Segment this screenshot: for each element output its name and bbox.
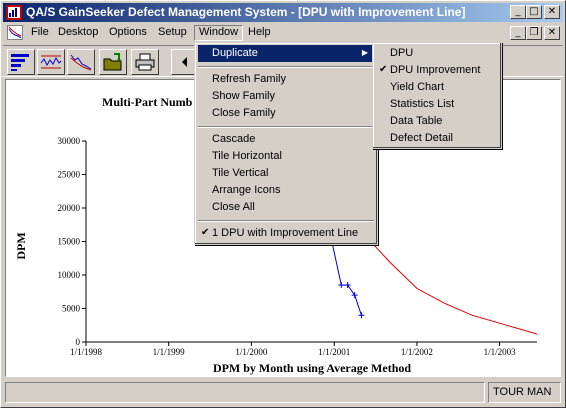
y-tick-label: 5000 bbox=[62, 304, 81, 314]
menu-item-label: Duplicate bbox=[212, 47, 258, 59]
menu-separator bbox=[198, 126, 374, 128]
menu-item-tile-vertical[interactable]: Tile Vertical bbox=[212, 167, 269, 179]
bar-chart-button[interactable] bbox=[7, 49, 35, 75]
submenu-item-defect-detail[interactable]: Defect Detail bbox=[390, 132, 453, 144]
menu-item-label: DPU Improvement bbox=[390, 64, 481, 76]
close-button[interactable]: ✕ bbox=[544, 5, 560, 19]
bar-chart-icon bbox=[11, 54, 29, 71]
data-point bbox=[351, 292, 358, 299]
print-button[interactable] bbox=[131, 49, 159, 75]
child-restore-button[interactable]: ❐ bbox=[526, 26, 542, 40]
checkmark-icon: ✔ bbox=[201, 227, 210, 238]
control-chart-button[interactable] bbox=[37, 49, 65, 75]
menu-desktop[interactable]: Desktop bbox=[58, 26, 99, 38]
x-tick-label: 1/1/2003 bbox=[484, 347, 517, 357]
menu-item-refresh-family[interactable]: Refresh Family bbox=[212, 73, 286, 85]
window-menu-dropdown: Duplicate ▶ Refresh Family Show Family C… bbox=[194, 42, 378, 245]
checkmark-icon: ✔ bbox=[379, 64, 388, 75]
menu-item-duplicate[interactable]: Duplicate ▶ bbox=[198, 45, 374, 62]
trend-chart-button[interactable] bbox=[67, 49, 95, 75]
trend-chart-icon bbox=[70, 54, 92, 71]
duplicate-submenu: DPU ✔ DPU Improvement Yield Chart Statis… bbox=[372, 42, 502, 149]
maximize-button[interactable]: □ bbox=[526, 5, 542, 19]
y-tick-label: 20000 bbox=[58, 203, 81, 213]
menu-separator bbox=[198, 66, 374, 68]
x-tick-label: 1/1/1999 bbox=[153, 347, 186, 357]
submenu-item-data-table[interactable]: Data Table bbox=[390, 115, 443, 127]
app-icon bbox=[6, 5, 22, 20]
open-button[interactable] bbox=[99, 49, 127, 75]
status-message bbox=[5, 382, 485, 403]
chart-xlabel: DPM by Month using Average Method bbox=[213, 361, 411, 375]
menu-separator bbox=[198, 220, 374, 222]
child-close-button[interactable]: ✕ bbox=[544, 26, 560, 40]
menu-setup[interactable]: Setup bbox=[158, 26, 187, 38]
submenu-item-yield-chart[interactable]: Yield Chart bbox=[390, 81, 445, 93]
menu-item-tile-horizontal[interactable]: Tile Horizontal bbox=[212, 150, 282, 162]
menu-file[interactable]: File bbox=[31, 26, 49, 38]
y-tick-label: 15000 bbox=[58, 237, 81, 247]
submenu-item-statistics-list[interactable]: Statistics List bbox=[390, 98, 455, 110]
menu-item-show-family[interactable]: Show Family bbox=[212, 90, 275, 102]
chart-title: Multi-Part Numb bbox=[102, 95, 193, 109]
scroll-left-icon bbox=[182, 57, 187, 67]
menu-item-close-family[interactable]: Close Family bbox=[212, 107, 276, 119]
open-folder-icon bbox=[103, 53, 122, 71]
x-tick-label: 1/1/2002 bbox=[401, 347, 433, 357]
document-chart-icon[interactable] bbox=[7, 25, 23, 40]
menu-item-window-1[interactable]: ✔ 1 DPU with Improvement Line bbox=[198, 225, 374, 242]
menu-item-label: 1 DPU with Improvement Line bbox=[212, 227, 359, 239]
menu-bar: File Desktop Options Setup Window Help _… bbox=[3, 23, 563, 42]
dpm-chart: Multi-Part Numb DPM DPM by Month using A… bbox=[14, 95, 538, 375]
child-minimize-button[interactable]: _ bbox=[510, 26, 526, 40]
print-icon bbox=[135, 53, 155, 71]
y-tick-label: 0 bbox=[76, 337, 81, 347]
status-bar: TOUR MAN bbox=[3, 380, 563, 405]
data-point bbox=[358, 312, 365, 319]
control-chart-icon bbox=[40, 55, 62, 69]
submenu-arrow-icon: ▶ bbox=[361, 48, 368, 57]
submenu-item-dpu[interactable]: DPU bbox=[390, 47, 414, 59]
minimize-button[interactable]: _ bbox=[510, 5, 526, 19]
chart-axes: 30000 25000 20000 15000 10000 5000 01/1/1998 1/… bbox=[58, 136, 537, 357]
y-tick-label: 25000 bbox=[58, 170, 81, 180]
status-user: TOUR MAN bbox=[488, 382, 561, 403]
submenu-item-dpu-improvement[interactable]: ✔ DPU Improvement bbox=[376, 62, 498, 79]
data-point bbox=[338, 282, 345, 289]
data-point bbox=[344, 282, 351, 289]
x-tick-label: 1/1/1998 bbox=[70, 347, 103, 357]
menu-options[interactable]: Options bbox=[109, 26, 147, 38]
menu-item-close-all[interactable]: Close All bbox=[212, 201, 255, 213]
y-tick-label: 10000 bbox=[58, 270, 81, 280]
window-title: QA/S GainSeeker Defect Management System… bbox=[26, 5, 466, 19]
menu-help[interactable]: Help bbox=[248, 26, 271, 38]
chart-ylabel: DPM bbox=[14, 232, 28, 259]
x-tick-label: 1/1/2000 bbox=[235, 347, 268, 357]
series-line-1 bbox=[361, 231, 538, 335]
menu-window[interactable]: Window bbox=[194, 25, 244, 41]
title-bar[interactable]: QA/S GainSeeker Defect Management System… bbox=[3, 3, 563, 22]
menu-item-cascade[interactable]: Cascade bbox=[212, 133, 256, 145]
menu-item-arrange-icons[interactable]: Arrange Icons bbox=[212, 184, 281, 196]
x-tick-label: 1/1/2001 bbox=[318, 347, 350, 357]
y-tick-label: 30000 bbox=[58, 136, 81, 146]
